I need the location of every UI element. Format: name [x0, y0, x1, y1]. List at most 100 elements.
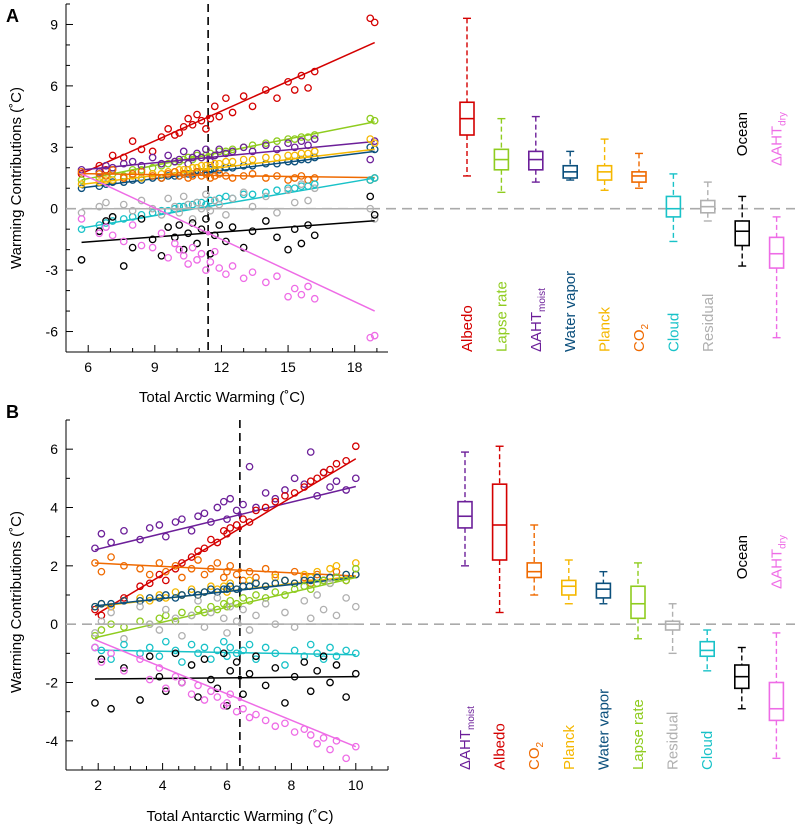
- point-planck: [184, 165, 192, 174]
- point-albedo: [148, 147, 157, 156]
- point-co2: [107, 553, 115, 561]
- point-cloud: [200, 643, 209, 652]
- point-planck: [273, 153, 281, 162]
- point-aht-moist: [157, 159, 166, 168]
- point-albedo: [215, 112, 224, 121]
- point-cloud: [351, 649, 360, 658]
- series-aht-dry-a: [77, 173, 379, 342]
- point-aht-moist: [215, 145, 224, 154]
- point-aht-moist: [310, 135, 319, 143]
- point-ocean: [319, 652, 328, 661]
- point-ocean: [107, 704, 115, 713]
- point-residual: [161, 605, 170, 614]
- point-residual: [77, 208, 86, 217]
- point-aht-moist: [290, 143, 299, 152]
- point-aht-dry: [351, 742, 360, 751]
- point-aht-moist: [300, 480, 309, 489]
- x-tick-label-a: 9: [151, 359, 159, 375]
- regression-line-cloud: [81, 177, 375, 229]
- regression-line-ocean: [94, 675, 356, 680]
- point-ocean: [120, 664, 128, 672]
- box-aht-dry-a: ΔAHTdry: [769, 112, 789, 339]
- point-co2: [310, 174, 319, 182]
- point-planck: [228, 157, 237, 166]
- mean-marker-aht-moist: [237, 512, 243, 517]
- y-tick-label-b: 0: [50, 616, 58, 632]
- x-tick-label-b: 2: [94, 777, 102, 793]
- point-residual: [188, 215, 197, 223]
- box-label-ocean: Ocean: [734, 112, 751, 156]
- point-aht-moist: [179, 147, 188, 156]
- point-aht-dry: [184, 260, 192, 268]
- box-iqr: [491, 483, 508, 561]
- point-co2: [245, 567, 254, 576]
- point-lapse-rate: [271, 588, 280, 596]
- point-aht-dry: [239, 704, 247, 713]
- x-tick-label-a: 12: [214, 359, 230, 375]
- point-ocean: [313, 666, 322, 675]
- point-planck: [187, 585, 196, 594]
- point-aht-moist: [200, 509, 209, 518]
- point-albedo: [193, 110, 201, 119]
- point-aht-moist: [155, 521, 164, 529]
- point-residual: [319, 605, 328, 614]
- point-aht-dry: [207, 687, 215, 696]
- point-aht-dry: [366, 333, 375, 342]
- point-aht-moist: [213, 503, 222, 512]
- panel-letter-b: B: [6, 402, 19, 422]
- point-albedo: [261, 503, 270, 512]
- mean-marker-albedo: [205, 114, 211, 120]
- point-residual: [194, 596, 202, 605]
- point-aht-dry: [91, 643, 99, 652]
- point-aht-dry: [95, 229, 104, 238]
- point-residual: [136, 602, 144, 611]
- point-co2: [179, 170, 188, 178]
- point-co2: [178, 573, 186, 582]
- point-cloud: [207, 655, 215, 664]
- box-iqr: [734, 220, 751, 247]
- point-residual: [119, 200, 128, 209]
- point-water-vapor: [77, 184, 86, 193]
- point-ocean: [164, 223, 173, 231]
- box-iqr: [630, 585, 646, 620]
- box-planck-b: Planck: [561, 559, 578, 770]
- point-planck: [262, 153, 270, 162]
- point-aht-dry: [148, 243, 157, 252]
- point-albedo: [207, 535, 215, 544]
- point-water-vapor: [226, 582, 235, 591]
- point-cloud: [319, 655, 328, 664]
- point-co2: [171, 561, 180, 570]
- panel-letter-a: A: [6, 6, 19, 26]
- point-lapse-rate: [97, 626, 106, 634]
- box-albedo-b: Albedo: [491, 445, 509, 770]
- point-aht-dry: [137, 241, 146, 250]
- point-co2: [262, 174, 270, 182]
- box-planck-a: Planck: [597, 138, 614, 352]
- point-planck: [326, 564, 334, 573]
- point-cloud: [171, 646, 180, 655]
- point-cloud: [226, 643, 235, 652]
- point-albedo: [239, 92, 248, 100]
- point-co2: [219, 573, 228, 582]
- point-ocean: [342, 693, 350, 701]
- point-ocean: [157, 251, 166, 260]
- box-aht-dry-b: ΔAHTdry: [768, 535, 788, 760]
- series-aht-moist-a: [77, 135, 379, 176]
- point-aht-moist: [194, 512, 202, 521]
- point-ocean: [271, 664, 280, 672]
- x-axis-label-a: Total Arctic Warming (˚C): [139, 389, 305, 406]
- y-axis-label-a: Warming Contributions (˚C): [8, 87, 25, 269]
- point-cloud: [161, 637, 170, 646]
- point-planck: [210, 159, 219, 168]
- point-aht-dry: [210, 247, 219, 256]
- point-albedo: [202, 125, 210, 133]
- point-cloud: [290, 184, 299, 193]
- point-cloud: [219, 637, 228, 646]
- box-label-lapse-rate: Lapse rate: [493, 281, 510, 352]
- point-planck: [226, 579, 235, 588]
- point-co2: [290, 567, 299, 576]
- point-cloud: [145, 643, 154, 652]
- point-lapse-rate: [155, 614, 164, 623]
- mean-marker-co2: [205, 173, 211, 178]
- point-aht-moist: [171, 518, 180, 526]
